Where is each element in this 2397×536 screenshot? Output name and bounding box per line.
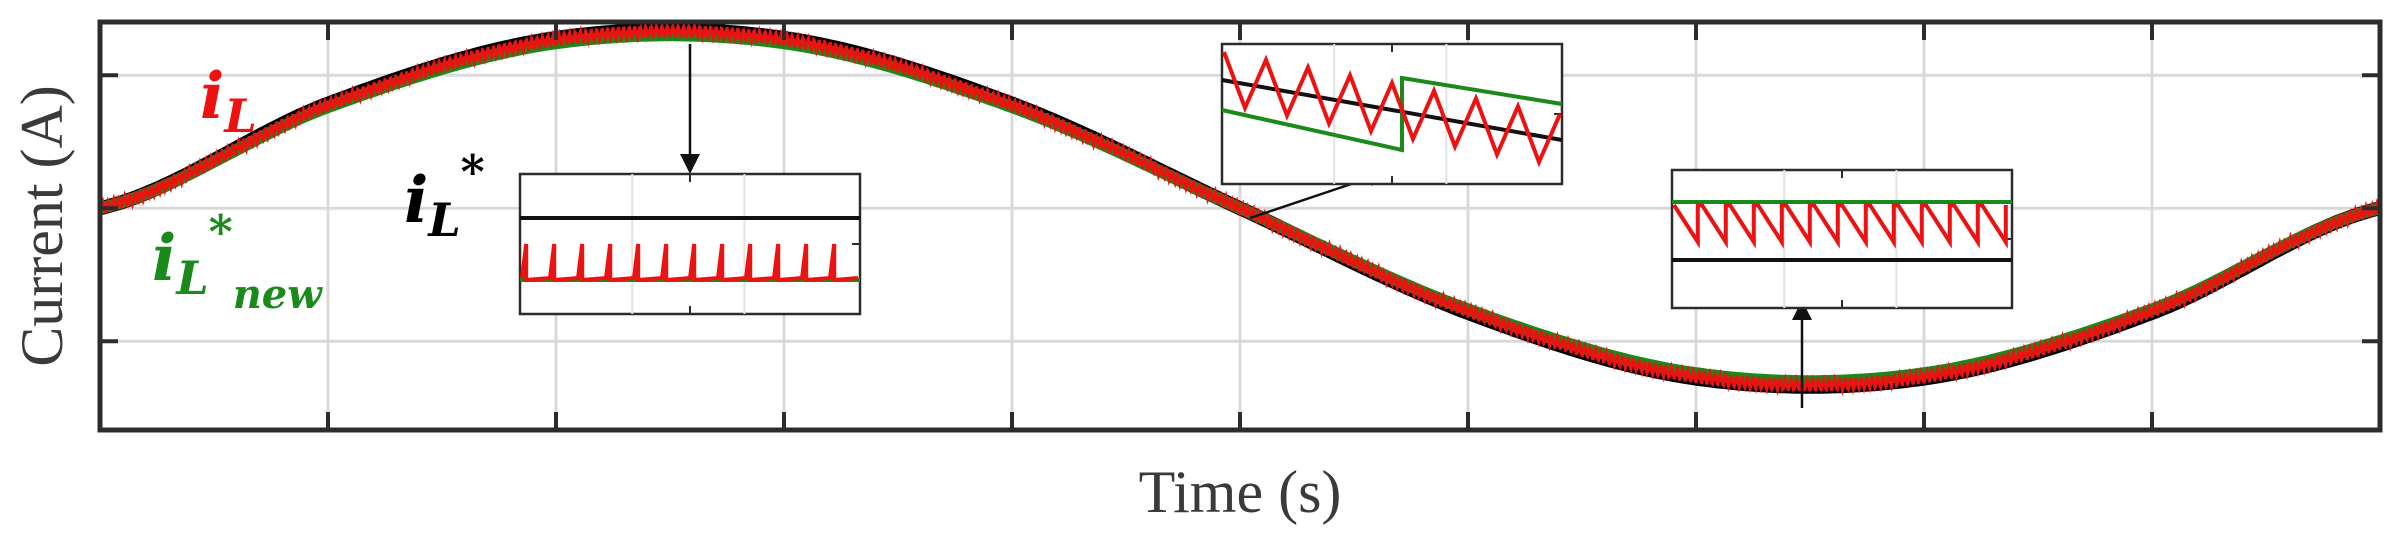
inset-zero-crossing-zoom [1220, 42, 1564, 220]
inset-peak-box [518, 172, 862, 316]
label-i-l-sub: L [222, 89, 256, 143]
x-axis-title: Time (s) [1139, 459, 1342, 525]
inset-peak-grid [631, 174, 860, 314]
label-i-l-star-new: iL*new [152, 205, 323, 318]
inset-trough-box [1670, 168, 2014, 310]
inset-zero-box [1220, 42, 1564, 186]
inset-peak-arrowhead [680, 154, 700, 174]
inset-zero-ripple [1222, 51, 1562, 168]
label-i-l-star-new-sub2: new [233, 271, 324, 318]
label-i-l-star-new-main: i [152, 221, 176, 296]
inset-trough-zoom [1670, 168, 2014, 408]
label-i-l-star-new-sup: * [209, 205, 233, 259]
label-i-l-star: iL* [404, 145, 485, 247]
axis-ticks [98, 22, 2382, 430]
label-i-l: iL [200, 59, 257, 143]
inset-trough-arrowhead [1792, 300, 1812, 320]
inset-trough-grid [1783, 170, 2012, 308]
label-i-l-star-new-sub: L [174, 251, 208, 305]
inset-peak-zoom [518, 44, 862, 316]
label-i-l-star-sup: * [461, 145, 485, 199]
inset-peak-ripple [520, 243, 859, 283]
label-i-l-star-sub: L [426, 193, 460, 247]
label-i-l-star-main: i [404, 163, 428, 238]
label-i-l-main: i [200, 59, 224, 134]
series-line-i-l [98, 20, 2382, 396]
y-axis-title: Current (A) [9, 85, 75, 367]
inset-trough-ripple [1672, 203, 2008, 249]
plot-curves [98, 20, 2382, 396]
